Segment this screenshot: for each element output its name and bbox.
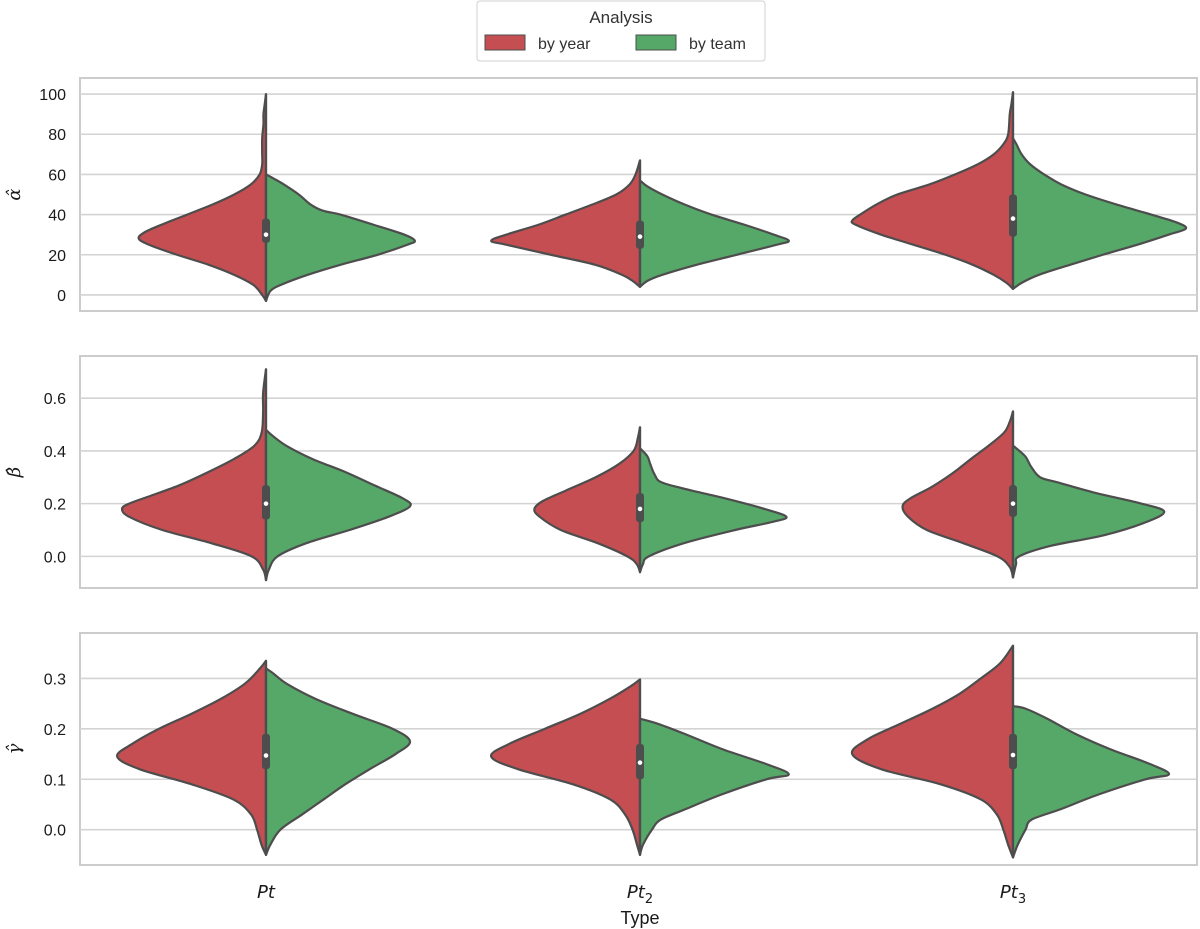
y-tick-label-alpha: 80 (48, 127, 66, 144)
violin-beta-3 (901, 410, 1166, 579)
y-tick-label-gamma: 0.1 (44, 772, 66, 789)
y-tick-label-gamma: 0.0 (44, 823, 66, 840)
y-tick-label-gamma: 0.2 (44, 722, 66, 739)
violin-half-by-team (1011, 137, 1188, 291)
violin-half-by-team (1011, 705, 1171, 859)
y-tick-label-beta: 0.0 (44, 549, 66, 566)
violin-half-by-year (901, 410, 1015, 579)
violin-alpha-2 (490, 159, 790, 288)
x-tick-label-pt3: Pt3 (1000, 882, 1026, 907)
iqr-box (262, 733, 270, 770)
median-point (263, 232, 269, 237)
legend-label-by-team: by team (689, 36, 746, 53)
violin-half-by-year (850, 644, 1015, 859)
iqr-box (1009, 485, 1017, 517)
violin-half-by-team (264, 667, 412, 857)
violin-half-by-team (264, 173, 416, 303)
y-tick-label-beta: 0.6 (44, 391, 66, 408)
violin-half-by-year (850, 90, 1015, 291)
legend-swatch-by-team (635, 34, 677, 51)
violin-gamma-2 (490, 678, 790, 857)
violin-half-by-team (264, 428, 412, 582)
violin-gamma-3 (850, 644, 1171, 859)
y-tick-label-beta: 0.4 (44, 444, 66, 461)
violin-half-by-year (116, 659, 268, 857)
median-point (1010, 216, 1016, 221)
y-axis-label-alpha: α̂ (4, 188, 25, 200)
y-axis-label-beta: β̂ (4, 467, 25, 478)
panel-beta: 0.0 0.2 0.4 0.6 β̂ (4, 355, 1198, 589)
violin-half-by-year (490, 159, 642, 288)
legend-swatch-by-year (484, 34, 526, 51)
violin-alpha-1 (137, 92, 416, 303)
panel-alpha: 0 20 40 60 80 100 α̂ (4, 77, 1198, 312)
y-tick-label-beta: 0.2 (44, 497, 66, 514)
x-axis-title: Type (620, 908, 659, 928)
median-point (263, 501, 269, 506)
y-tick-label-alpha: 100 (39, 87, 66, 104)
violin-half-by-year (490, 678, 642, 857)
violin-half-by-team (1011, 444, 1166, 579)
violin-half-by-year (533, 426, 642, 574)
violin-half-by-team (638, 179, 790, 288)
median-point (637, 506, 643, 512)
y-axis-label-gamma: γ̂ (4, 743, 25, 754)
iqr-box (262, 218, 270, 243)
violin-gamma-1 (116, 659, 412, 857)
median-point (263, 753, 269, 758)
x-tick-label-pt: Pt (257, 882, 276, 903)
y-tick-label-alpha: 40 (48, 208, 66, 225)
y-tick-label-alpha: 0 (57, 288, 66, 305)
violin-beta-1 (120, 368, 412, 582)
median-point (1010, 501, 1016, 506)
legend-title: Analysis (589, 8, 652, 27)
violin-alpha-3 (850, 90, 1188, 291)
iqr-box (1009, 733, 1017, 770)
panel-gamma: 0.0 0.1 0.2 0.3 γ̂ (4, 632, 1198, 866)
legend-frame (476, 0, 766, 62)
violin-half-by-year (120, 368, 268, 582)
iqr-box (1009, 194, 1017, 237)
violin-beta-2 (533, 426, 788, 574)
legend-label-by-year: by year (538, 36, 591, 53)
x-tick-labels: Pt Pt2 Pt3 (257, 882, 1026, 907)
violin-half-by-team (638, 717, 790, 857)
violin-half-by-year (137, 92, 268, 303)
violin-half-by-team (638, 447, 788, 574)
median-point (637, 234, 643, 239)
legend: Analysis by year by team (476, 0, 766, 62)
y-tick-label-alpha: 60 (48, 167, 66, 184)
x-tick-label-pt2: Pt2 (627, 882, 653, 907)
y-tick-label-alpha: 20 (48, 248, 66, 265)
median-point (1010, 752, 1016, 758)
median-point (637, 760, 643, 765)
y-tick-label-gamma: 0.3 (44, 671, 66, 688)
